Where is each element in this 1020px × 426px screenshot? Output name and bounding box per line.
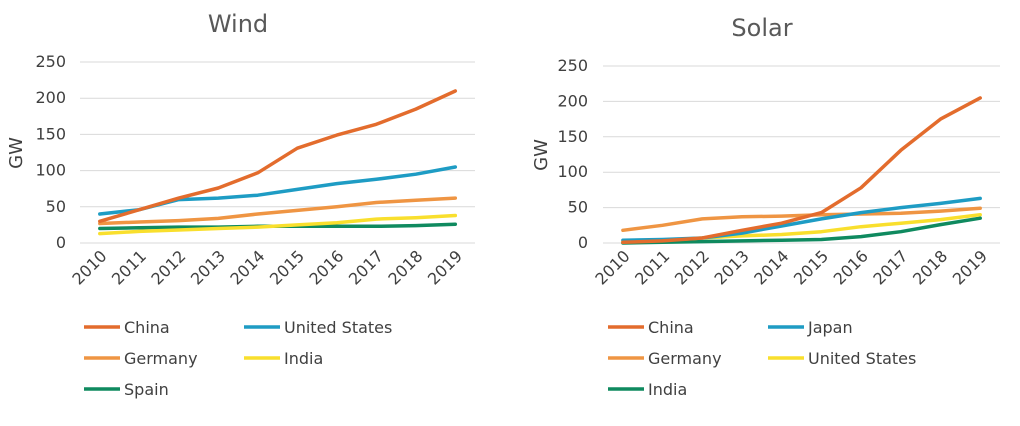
solar-legend-item-japan: Japan bbox=[768, 318, 853, 337]
wind-y-tick-label: 150 bbox=[35, 124, 66, 143]
wind-x-tick-label: 2010 bbox=[68, 246, 110, 288]
solar-chart-title: Solar bbox=[731, 14, 792, 42]
wind-y-axis-label: GW bbox=[6, 137, 27, 169]
solar-x-tick-label: 2018 bbox=[909, 246, 951, 288]
solar-x-tick-label: 2017 bbox=[869, 246, 911, 288]
wind-x-tick-label: 2019 bbox=[424, 246, 466, 288]
solar-y-tick-label: 150 bbox=[557, 127, 588, 146]
wind-legend-label: India bbox=[284, 349, 323, 368]
wind-chart-title: Wind bbox=[208, 10, 268, 38]
wind-series-group bbox=[98, 89, 458, 236]
wind-x-tick-label: 2017 bbox=[345, 246, 387, 288]
wind-y-tick-label: 250 bbox=[35, 52, 66, 71]
solar-legend-label: Japan bbox=[807, 318, 853, 337]
solar-y-tick-label: 0 bbox=[578, 233, 588, 252]
solar-y-tick-label: 250 bbox=[557, 56, 588, 75]
wind-legend-label: United States bbox=[284, 318, 392, 337]
wind-x-tick-label: 2012 bbox=[147, 246, 189, 288]
wind-x-tick-label: 2014 bbox=[226, 246, 268, 288]
wind-y-tick-label: 50 bbox=[46, 197, 66, 216]
solar-x-tick-label: 2019 bbox=[949, 246, 991, 288]
solar-series-line-india bbox=[621, 216, 982, 245]
solar-legend-label: United States bbox=[808, 349, 916, 368]
wind-y-tick-label: 0 bbox=[56, 233, 66, 252]
wind-y-tick-label: 100 bbox=[35, 161, 66, 180]
wind-series-line-china bbox=[98, 89, 458, 224]
wind-x-tick-label: 2016 bbox=[305, 246, 347, 288]
solar-x-tick-label: 2013 bbox=[711, 246, 753, 288]
wind-x-tick-label: 2018 bbox=[384, 246, 426, 288]
wind-legend-item-germany: Germany bbox=[84, 349, 198, 368]
solar-x-tick-label: 2010 bbox=[591, 246, 633, 288]
solar-series-group bbox=[621, 96, 982, 245]
solar-y-axis-label: GW bbox=[531, 139, 552, 171]
wind-legend-item-united-states: United States bbox=[244, 318, 392, 337]
solar-legend-label: India bbox=[648, 380, 687, 399]
solar-series-line-germany bbox=[621, 206, 982, 233]
wind-x-tick-label: 2013 bbox=[187, 246, 229, 288]
solar-y-tick-label: 200 bbox=[557, 91, 588, 110]
wind-x-tick-label: 2015 bbox=[266, 246, 308, 288]
solar-x-tick-label: 2012 bbox=[671, 246, 713, 288]
solar-legend-item-china: China bbox=[608, 318, 694, 337]
solar-y-tick-label: 50 bbox=[568, 198, 588, 217]
wind-series-line-germany bbox=[98, 196, 458, 226]
wind-y-tick-label: 200 bbox=[35, 88, 66, 107]
wind-legend-label: Spain bbox=[124, 380, 169, 399]
solar-x-tick-label: 2011 bbox=[631, 246, 673, 288]
wind-legend-item-spain: Spain bbox=[84, 380, 169, 399]
wind-x-tick-label: 2011 bbox=[108, 246, 150, 288]
solar-legend-item-india: India bbox=[608, 380, 687, 399]
solar-series-line-china bbox=[621, 96, 982, 245]
wind-chart: Wind050100150200250GW2010201120122013201… bbox=[6, 10, 475, 399]
solar-x-tick-label: 2014 bbox=[750, 246, 792, 288]
wind-legend-label: Germany bbox=[124, 349, 198, 368]
solar-x-tick-label: 2016 bbox=[830, 246, 872, 288]
wind-series-line-india bbox=[98, 213, 458, 236]
wind-legend-item-india: India bbox=[244, 349, 323, 368]
wind-legend-label: China bbox=[124, 318, 170, 337]
wind-legend-item-china: China bbox=[84, 318, 170, 337]
solar-y-tick-label: 100 bbox=[557, 162, 588, 181]
solar-legend-label: China bbox=[648, 318, 694, 337]
solar-chart: Solar050100150200250GW201020112012201320… bbox=[531, 14, 1000, 399]
solar-x-tick-label: 2015 bbox=[790, 246, 832, 288]
solar-legend-item-germany: Germany bbox=[608, 349, 722, 368]
solar-legend-label: Germany bbox=[648, 349, 722, 368]
solar-legend-item-united-states: United States bbox=[768, 349, 916, 368]
